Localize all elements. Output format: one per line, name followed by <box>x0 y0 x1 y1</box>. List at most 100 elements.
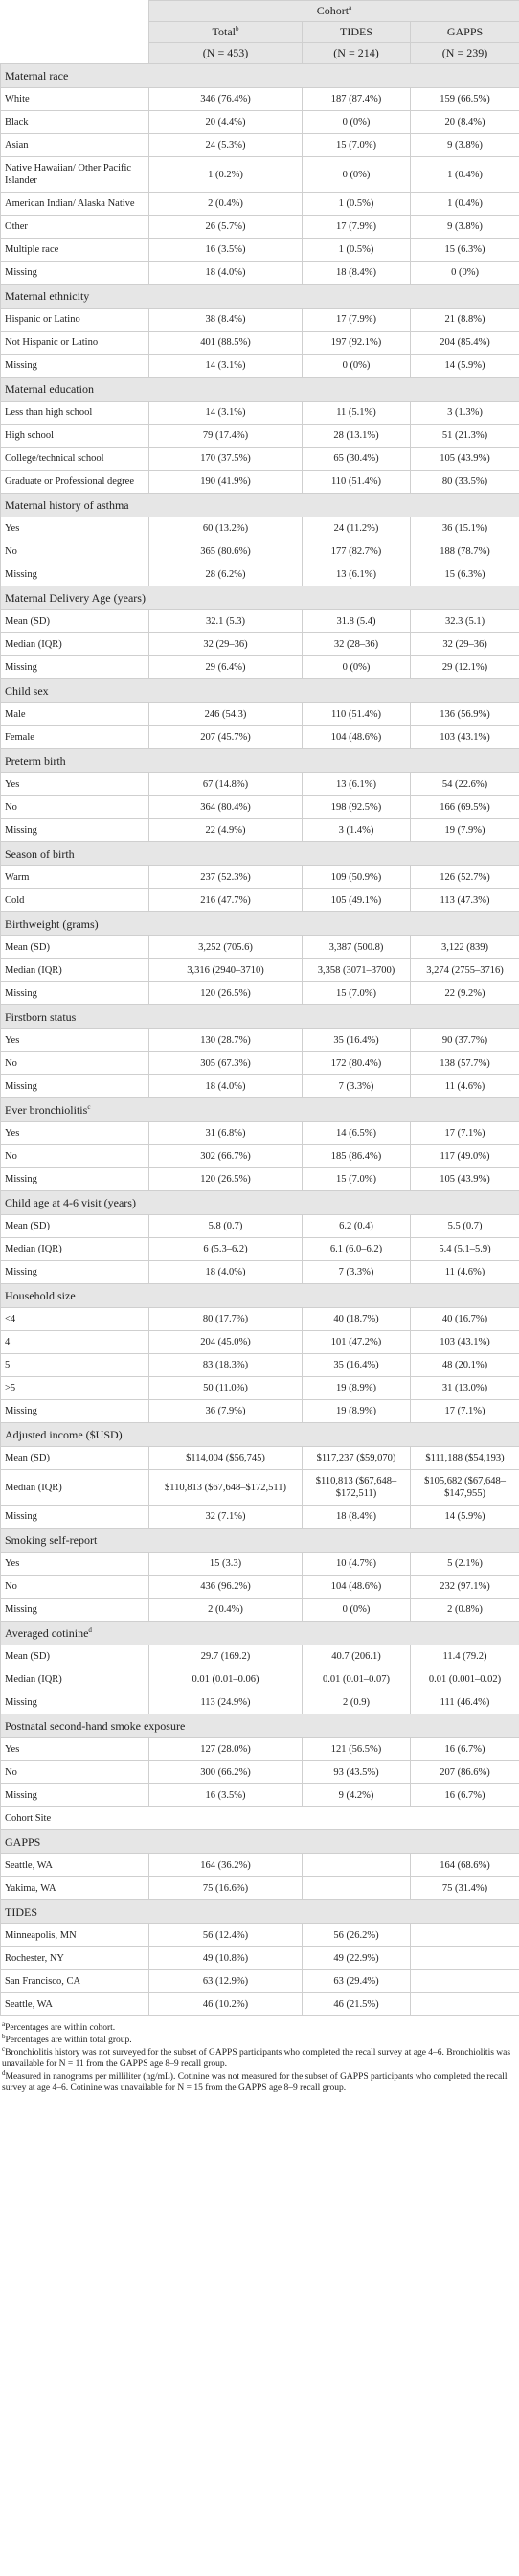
empty-cell <box>409 1946 519 1970</box>
data-row: Missing 120 (26.5%) 15 (7.0%) 22 (9.2%) <box>0 981 519 1005</box>
cell: 0 (0%) <box>302 354 411 378</box>
data-row: No 364 (80.4%) 198 (92.5%) 166 (69.5%) <box>0 795 519 819</box>
table-body: Maternal race White 346 (76.4%) 187 (87.4%)… <box>0 63 519 2016</box>
cell: 31 (6.8%) <box>148 1121 303 1145</box>
cell: 101 (47.2%) <box>302 1330 411 1354</box>
section-label: Maternal Delivery Age (years) <box>5 591 146 605</box>
cell: 1 (0.2%) <box>148 156 303 193</box>
column-name: TIDES <box>340 25 372 38</box>
cell: 2 (0.8%) <box>409 1598 519 1622</box>
cell: 188 (78.7%) <box>409 540 519 564</box>
cell: 7 (3.3%) <box>302 1074 411 1098</box>
section-title: Maternal race <box>0 63 519 88</box>
data-row: Missing 29 (6.4%) 0 (0%) 29 (12.1%) <box>0 656 519 679</box>
row-label: Warm <box>0 865 149 889</box>
data-row: Cold 216 (47.7%) 105 (49.1%) 113 (47.3%) <box>0 888 519 912</box>
footnote: bPercentages are within total group. <box>2 2033 517 2046</box>
cell: 24 (5.3%) <box>148 133 303 157</box>
cell: $105,682 ($67,648–$147,955) <box>409 1469 519 1506</box>
section-row: Cohort Site <box>0 1806 519 1830</box>
cell: 79 (17.4%) <box>148 424 303 448</box>
cell: 0 (0%) <box>302 110 411 134</box>
cell: 54 (22.6%) <box>409 772 519 796</box>
section-row: Postnatal second-hand smoke exposure <box>0 1714 519 1738</box>
cell: 15 (6.3%) <box>409 563 519 586</box>
section-label: Cohort Site <box>5 1813 52 1824</box>
section-title: Ever bronchiolitisc <box>0 1097 519 1122</box>
cell: 16 (3.5%) <box>148 238 303 262</box>
cell: 2 (0.9) <box>302 1690 411 1714</box>
row-label: No <box>0 1051 149 1075</box>
data-row: Median (IQR) $110,813 ($67,648–$172,511) $… <box>0 1469 519 1506</box>
data-row: Mean (SD) 32.1 (5.3) 31.8 (5.4) 32.3 (5.1) <box>0 610 519 633</box>
cell: 90 (37.7%) <box>409 1028 519 1052</box>
cell: 2 (0.4%) <box>148 1598 303 1622</box>
section-row: Smoking self-report <box>0 1528 519 1552</box>
cell: 120 (26.5%) <box>148 1167 303 1191</box>
cell: 67 (14.8%) <box>148 772 303 796</box>
cell: $111,188 ($54,193) <box>409 1446 519 1470</box>
data-row: Missing 113 (24.9%) 2 (0.9) 111 (46.4%) <box>0 1690 519 1714</box>
cell: 15 (6.3%) <box>409 238 519 262</box>
data-row: San Francisco, CA 63 (12.9%) 63 (29.4%) <box>0 1969 519 1993</box>
data-row: Missing 18 (4.0%) 18 (8.4%) 0 (0%) <box>0 261 519 285</box>
data-row: Missing 2 (0.4%) 0 (0%) 2 (0.8%) <box>0 1598 519 1622</box>
row-label: <4 <box>0 1307 149 1331</box>
cell: 19 (8.9%) <box>302 1399 411 1423</box>
data-row: No 365 (80.6%) 177 (82.7%) 188 (78.7%) <box>0 540 519 564</box>
data-row: Missing 14 (3.1%) 0 (0%) 14 (5.9%) <box>0 354 519 378</box>
cell: 22 (4.9%) <box>148 818 303 842</box>
group-title: Cohort <box>316 4 350 17</box>
data-row: Median (IQR) 3,316 (2940–3710) 3,358 (3071… <box>0 958 519 982</box>
row-label: Seattle, WA <box>0 1992 149 2016</box>
cell: 17 (7.9%) <box>302 215 411 239</box>
footnote-mark: a <box>2 2019 6 2028</box>
row-label: Missing <box>0 563 149 586</box>
cell: 104 (48.6%) <box>302 725 411 749</box>
data-row: Missing 120 (26.5%) 15 (7.0%) 105 (43.9%) <box>0 1167 519 1191</box>
section-title: Maternal education <box>0 377 519 402</box>
cell: 3 (1.3%) <box>409 401 519 425</box>
row-label: Other <box>0 215 149 239</box>
cell: 198 (92.5%) <box>302 795 411 819</box>
cell: 48 (20.1%) <box>409 1353 519 1377</box>
row-label: Native Hawaiian/ Other Pacific Islander <box>0 156 149 193</box>
cell: 31.8 (5.4) <box>302 610 411 633</box>
section-title: Smoking self-report <box>0 1528 519 1552</box>
data-row: Asian 24 (5.3%) 15 (7.0%) 9 (3.8%) <box>0 133 519 157</box>
data-row: Yes 127 (28.0%) 121 (56.5%) 16 (6.7%) <box>0 1737 519 1761</box>
section-label: Child age at 4-6 visit (years) <box>5 1196 136 1209</box>
cell: 14 (5.9%) <box>409 1505 519 1529</box>
section-label: Birthweight (grams) <box>5 917 99 931</box>
cell: 103 (43.1%) <box>409 1330 519 1354</box>
row-label: Missing <box>0 354 149 378</box>
footnotes: aPercentages are within cohort. bPercenta… <box>0 2016 519 2094</box>
cell: 105 (43.9%) <box>409 1167 519 1191</box>
footnote: cBronchiolitis history was not surveyed … <box>2 2044 517 2070</box>
data-row: American Indian/ Alaska Native 2 (0.4%) 1 … <box>0 192 519 216</box>
cell: 436 (96.2%) <box>148 1575 303 1598</box>
cell: $110,813 ($67,648–$172,511) <box>302 1469 411 1506</box>
data-row: No 300 (66.2%) 93 (43.5%) 207 (86.6%) <box>0 1760 519 1784</box>
cell: 46 (21.5%) <box>302 1992 411 2016</box>
row-label: Yes <box>0 772 149 796</box>
footnote-text: Percentages are within total group. <box>5 2036 132 2045</box>
cell: 138 (57.7%) <box>409 1051 519 1075</box>
cell: 105 (49.1%) <box>302 888 411 912</box>
column-header: Totalb <box>148 21 303 43</box>
footnote-mark: c <box>2 2044 6 2053</box>
column-n: (N = 453) <box>148 42 303 64</box>
footnote: dMeasured in nanograms per milliliter (n… <box>2 2069 517 2094</box>
data-row: Warm 237 (52.3%) 109 (50.9%) 126 (52.7%) <box>0 865 519 889</box>
data-row: Mean (SD) $114,004 ($56,745) $117,237 ($59… <box>0 1446 519 1470</box>
cell: 15 (7.0%) <box>302 133 411 157</box>
section-row: Ever bronchiolitisc <box>0 1097 519 1122</box>
cell: 22 (9.2%) <box>409 981 519 1005</box>
section-title: Preterm birth <box>0 748 519 773</box>
cell: 26 (5.7%) <box>148 215 303 239</box>
cell: 24 (11.2%) <box>302 517 411 540</box>
header-row: (N = 453) (N = 214) (N = 239) <box>1 42 519 64</box>
footnote-text: Bronchiolitis history was not surveyed f… <box>2 2048 511 2069</box>
cell: 17 (7.1%) <box>409 1121 519 1145</box>
data-row: Graduate or Professional degree 190 (41.9… <box>0 470 519 494</box>
